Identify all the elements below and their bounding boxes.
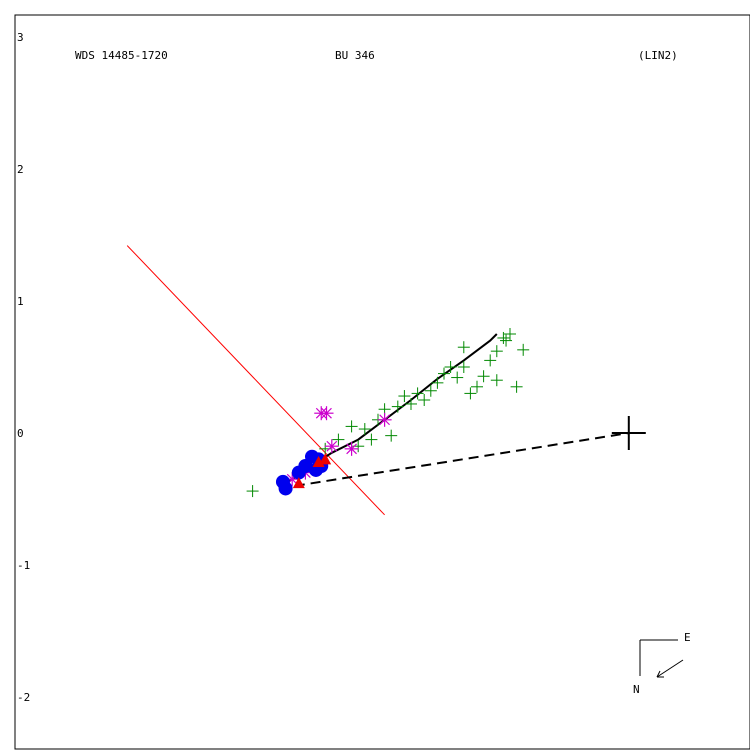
green-point <box>444 361 457 373</box>
green-point <box>438 367 450 380</box>
header-right: (LIN2) <box>638 49 678 62</box>
green-point <box>477 370 490 383</box>
green-point <box>405 397 417 410</box>
periastron-segment <box>278 432 629 490</box>
green-point <box>457 341 470 354</box>
y-tick-label: 2 <box>17 163 24 176</box>
y-tick-labels: 3 2 1 0 -1 -2 <box>17 31 30 704</box>
green-point <box>464 387 477 400</box>
magenta-point <box>319 406 334 421</box>
green-observations <box>246 328 530 498</box>
green-point <box>490 345 503 358</box>
green-point <box>418 394 431 406</box>
y-tick-label: 3 <box>17 31 24 44</box>
blue-point <box>278 481 293 496</box>
header-center: BU 346 <box>335 49 375 62</box>
green-point <box>517 343 530 356</box>
red-point <box>292 477 305 489</box>
green-point <box>490 374 503 387</box>
green-point <box>391 400 404 413</box>
green-point <box>365 433 378 446</box>
y-tick-label: 0 <box>17 427 24 440</box>
red-point <box>319 453 332 465</box>
green-point <box>504 328 516 340</box>
red-observations <box>292 453 332 489</box>
green-point <box>451 371 464 384</box>
primary-star-marker <box>611 416 646 450</box>
green-point <box>332 433 345 446</box>
compass-north-label: N <box>633 683 640 696</box>
y-tick-label: 1 <box>17 295 24 308</box>
blue-observations <box>275 449 329 496</box>
periastron-line <box>278 432 629 490</box>
green-point <box>510 380 523 393</box>
green-point <box>424 384 437 397</box>
green-point <box>411 387 424 400</box>
green-point <box>497 331 510 344</box>
line-of-nodes-segment <box>126 245 385 516</box>
compass-arrow-icon <box>656 659 684 678</box>
y-tick-label: -1 <box>17 559 30 572</box>
header-left: WDS 14485-1720 <box>75 49 168 62</box>
green-point <box>345 420 358 433</box>
green-point <box>500 334 513 347</box>
green-point <box>246 485 259 498</box>
green-point <box>457 361 470 373</box>
green-point <box>398 390 411 403</box>
line-of-nodes <box>126 245 385 516</box>
y-tick-label: -2 <box>17 691 30 704</box>
green-point <box>471 380 483 393</box>
magenta-point <box>324 439 339 454</box>
compass-east-label: E <box>684 631 691 644</box>
green-point <box>431 376 444 389</box>
magenta-point <box>377 412 392 427</box>
green-point <box>484 354 497 367</box>
compass: E N <box>633 631 691 696</box>
green-point <box>385 429 398 442</box>
green-point <box>358 423 371 436</box>
plot-frame <box>14 14 750 750</box>
magenta-point <box>344 441 359 456</box>
